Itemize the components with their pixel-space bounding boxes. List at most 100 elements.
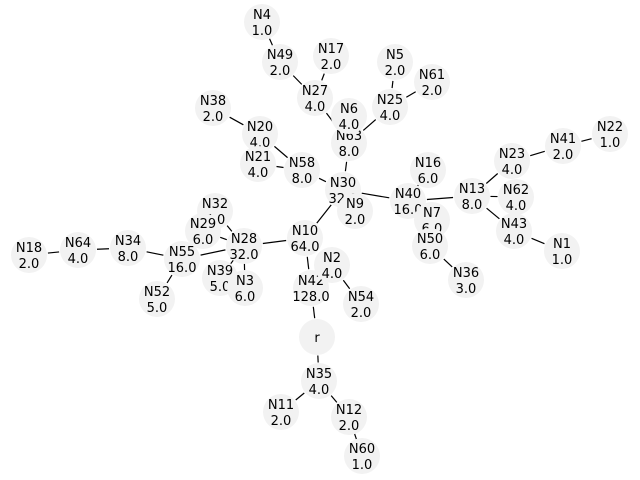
node-label: N62 [503,183,529,198]
node-label: N32 [202,197,228,212]
node-n2: N24.0 [314,247,350,283]
node-circle [494,143,530,179]
edge-n13-n23 [485,173,499,184]
node-label: N12 [336,403,362,418]
edge-n58-n20 [274,145,288,159]
node-circle [185,213,221,249]
node-value: 4.0 [502,163,523,178]
node-circle [498,179,534,215]
node-label: N6 [340,102,358,117]
edge-n28-n55 [200,249,226,256]
node-label: N60 [349,442,375,457]
node-n6: N64.0 [331,98,367,134]
node-value: 1.0 [352,458,373,473]
node-value: 6.0 [420,248,441,263]
edge-n63-n25 [362,119,377,131]
edge-n25-n5 [391,80,394,89]
node-label: N54 [348,290,374,305]
node-circle [226,228,262,264]
node-n3: N36.0 [227,270,263,306]
node-label: N42 [298,274,324,289]
node-value: 2.0 [321,58,342,73]
node-label: N61 [419,68,445,83]
node-circle [331,399,367,435]
node-circle [331,125,367,161]
node-label: N1 [553,237,571,252]
node-label: N11 [268,398,294,413]
node-label: N50 [417,232,443,247]
node-value: 64.0 [291,240,320,255]
node-label: N3 [236,274,254,289]
node-value: 4.0 [506,199,527,214]
node-label: N52 [144,285,170,300]
node-label: N41 [550,132,576,147]
node-circle [448,262,484,298]
node-circle [496,213,532,249]
node-value: 4.0 [305,100,326,115]
node-label: N29 [190,217,216,232]
node-value: 4.0 [504,233,525,248]
edge-n41-n22 [581,138,592,142]
node-label: N55 [169,245,195,260]
node-value: 6.0 [418,172,439,187]
node-label: N58 [289,156,315,171]
node-value: 8.0 [118,250,139,265]
node-value: 16.0 [168,261,197,276]
node-label: N10 [292,224,318,239]
node-circle [195,90,231,126]
node-n5: N52.0 [377,44,413,80]
nodes: rN42128.0N1064.0N24.0N542.0N3032.0N2832.… [11,4,628,474]
node-value: 5.0 [147,301,168,316]
edge-n12-n60 [353,433,358,440]
node-circle [314,247,350,283]
node-value: 1.0 [552,253,573,268]
node-circle [377,44,413,80]
node-circle [344,438,380,474]
node-circle [454,178,490,214]
node-value: 6.0 [193,233,214,248]
edge-n28-n29 [220,236,227,241]
node-value: 1.0 [252,24,273,39]
edge-n42-n10 [306,256,310,270]
node-label: N16 [415,156,441,171]
node-label: N43 [501,217,527,232]
node-value: 8.0 [462,198,483,213]
edge-n55-n52 [166,274,173,284]
node-label: N30 [330,176,356,191]
node-circle [592,116,628,152]
node-circle [331,98,367,134]
node-label: N18 [16,241,42,256]
node-circle [410,152,446,188]
node-value: 4.0 [339,118,360,133]
node-circle [139,281,175,317]
node-label: N25 [377,93,403,108]
node-value: 2.0 [339,419,360,434]
node-circle [544,233,580,269]
node-circle [299,319,335,355]
node-label: N22 [597,120,623,135]
node-value: 2.0 [270,64,291,79]
node-value: 2.0 [385,64,406,79]
edge-n49-n4 [269,38,273,46]
node-n4: N41.0 [244,4,280,40]
node-n9: N92.0 [337,193,373,229]
